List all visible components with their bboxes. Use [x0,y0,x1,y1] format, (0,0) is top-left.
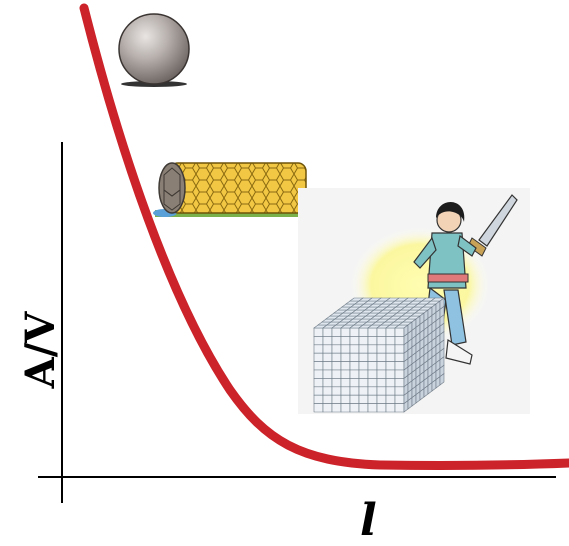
x-axis-label: l [360,495,377,546]
y-axis-label: A/V [16,311,64,389]
axes [38,142,556,503]
hex-cylinder-illustration [153,162,315,217]
sphere-illustration [118,13,190,87]
decay-curve [79,3,569,470]
cube-illustration [313,297,445,413]
